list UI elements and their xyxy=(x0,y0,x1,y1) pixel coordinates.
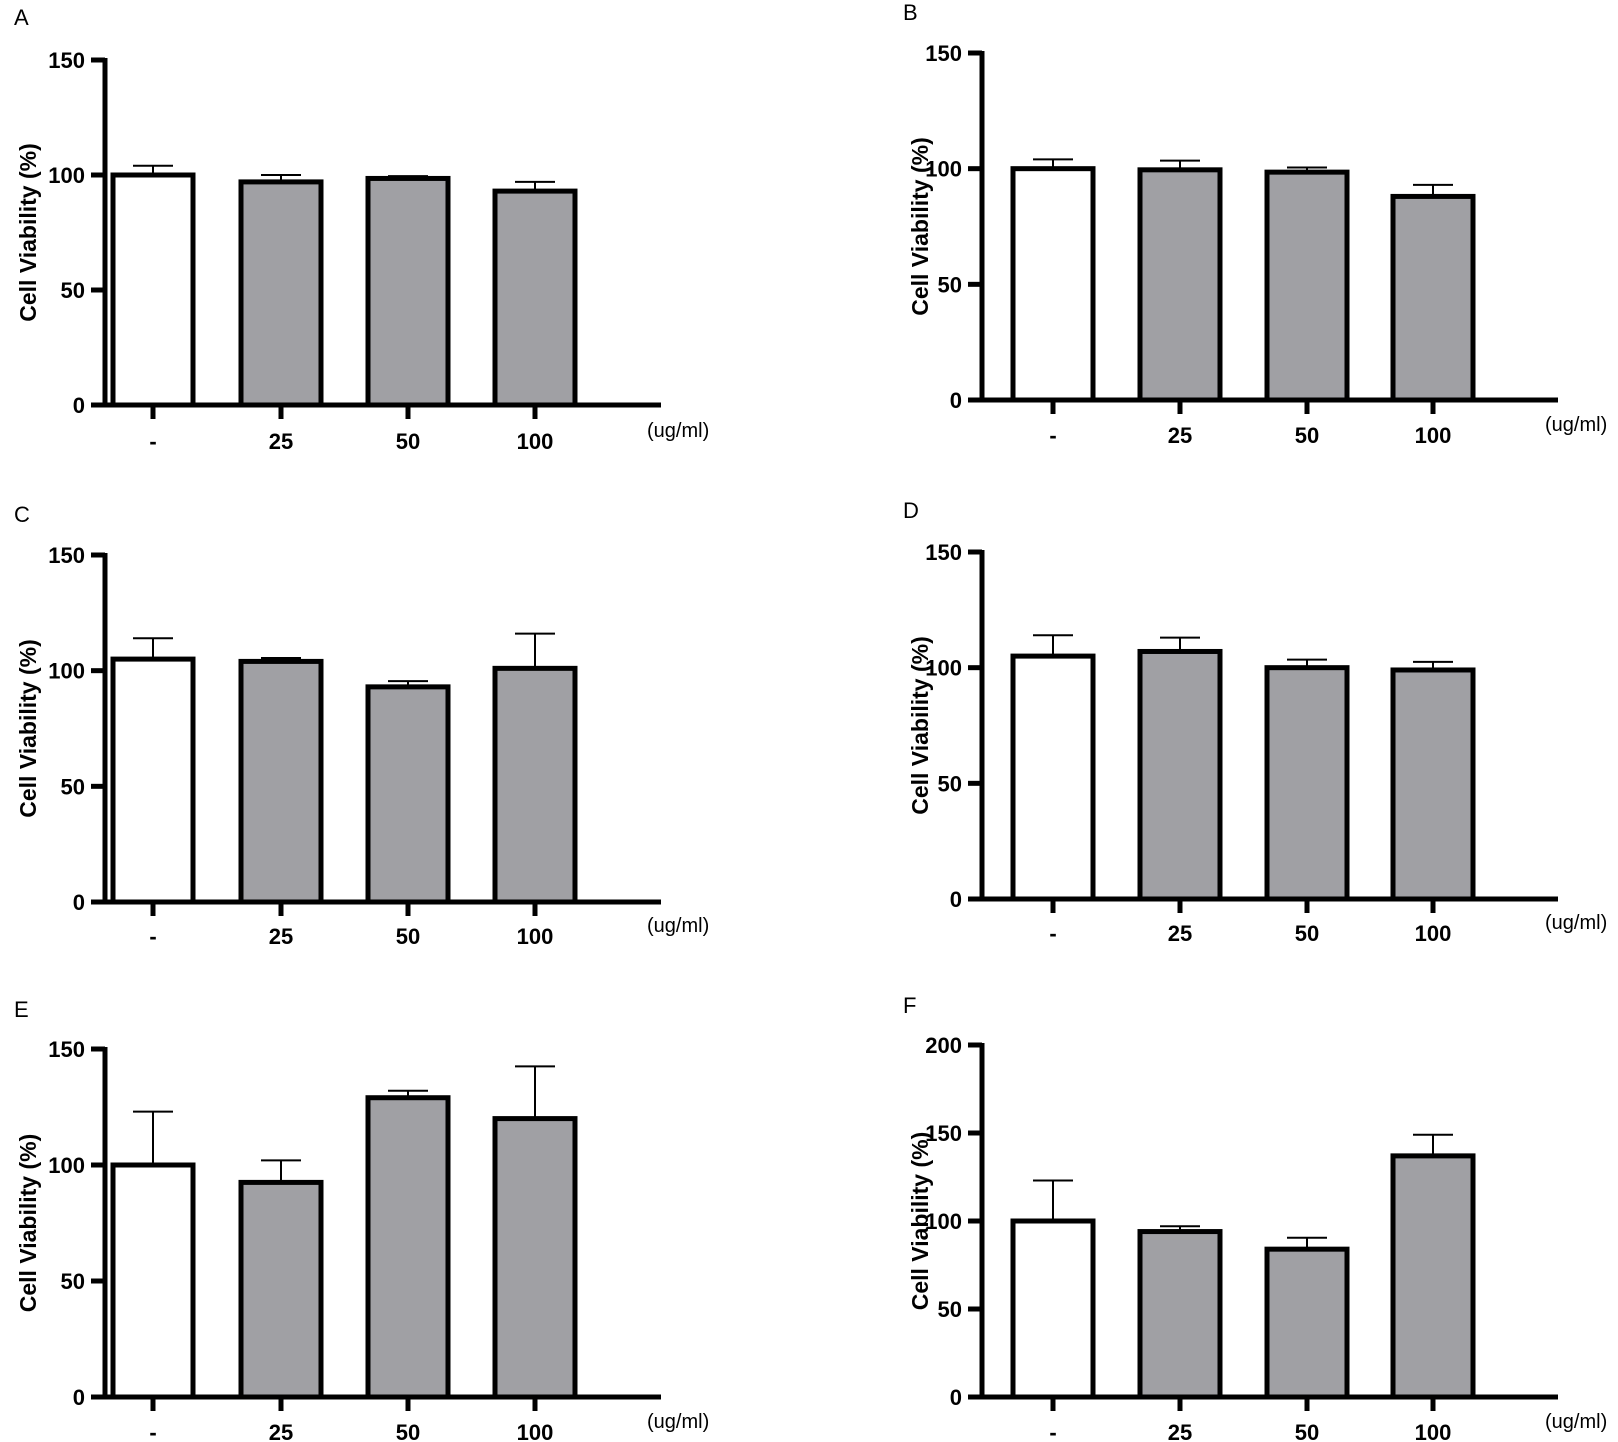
x-tick-label: 25 xyxy=(1168,1420,1192,1442)
bar-control xyxy=(110,172,196,408)
x-tick-label: 50 xyxy=(396,429,420,454)
bar-control xyxy=(1010,1218,1096,1400)
bar-50 xyxy=(365,175,451,408)
y-tick-label: 100 xyxy=(48,163,85,188)
y-tick-label: 50 xyxy=(938,771,962,796)
bar-control xyxy=(110,656,196,905)
x-tick-label: 100 xyxy=(1415,921,1452,946)
x-unit-label: (ug/ml) xyxy=(647,915,709,937)
y-tick-label: 0 xyxy=(950,1385,962,1410)
x-tick-label: 100 xyxy=(517,1420,554,1442)
y-tick-label: 50 xyxy=(938,1297,962,1322)
y-axis-label: Cell Viability (%) xyxy=(907,137,933,316)
chart-panel-e: E Cell Viability (%) 0 50 100 150 - 25 50 100 (ug/… xyxy=(14,997,709,1442)
y-tick-label: 150 xyxy=(925,1121,962,1146)
panel-letter: C xyxy=(14,502,30,527)
panel-letter: E xyxy=(14,997,29,1022)
y-tick-label: 100 xyxy=(925,1209,962,1234)
y-tick-label: 150 xyxy=(48,543,85,568)
bar-100 xyxy=(492,1116,578,1400)
bar-25 xyxy=(1137,167,1223,403)
chart-panel-a: A Cell Viability (%) 0 50 100 150 - 25 50 100 (ug/… xyxy=(14,5,709,454)
x-tick-label: 25 xyxy=(1168,921,1192,946)
y-tick-label: 50 xyxy=(61,1269,85,1294)
panel-letter: A xyxy=(14,5,29,30)
panel-letter: F xyxy=(903,993,916,1018)
x-unit-label: (ug/ml) xyxy=(1545,912,1607,934)
bar-25 xyxy=(238,1179,324,1400)
x-tick-label: 50 xyxy=(1295,921,1319,946)
bar-100 xyxy=(492,188,578,408)
bar-25 xyxy=(238,658,324,905)
y-axis-label: Cell Viability (%) xyxy=(907,1132,933,1311)
x-tick-label: - xyxy=(149,924,156,949)
panel-letter: B xyxy=(903,0,918,25)
bar-control xyxy=(1010,166,1096,403)
y-tick-label: 0 xyxy=(73,1385,85,1410)
y-axis-label: Cell Viability (%) xyxy=(907,636,933,815)
y-tick-label: 0 xyxy=(950,887,962,912)
x-tick-label: 25 xyxy=(269,429,293,454)
bar-25 xyxy=(1137,1229,1223,1400)
y-tick-label: 100 xyxy=(48,1153,85,1178)
y-axis-label: Cell Viability (%) xyxy=(15,1134,41,1313)
x-tick-label: - xyxy=(1049,921,1056,946)
bar-100 xyxy=(492,665,578,905)
x-unit-label: (ug/ml) xyxy=(1545,1411,1607,1433)
y-tick-label: 100 xyxy=(925,656,962,681)
bar-control xyxy=(110,1162,196,1400)
bar-50 xyxy=(365,1095,451,1400)
chart-panel-b: B Cell Viability (%) 0 50 100 150 - 25 50 100 (ug/… xyxy=(903,0,1607,448)
bar-100 xyxy=(1390,1153,1476,1400)
y-axis-label: Cell Viability (%) xyxy=(15,143,41,322)
panel-letter: D xyxy=(903,498,919,523)
bar-control xyxy=(1010,653,1096,902)
y-tick-label: 0 xyxy=(73,393,85,418)
bar-100 xyxy=(1390,667,1476,902)
x-tick-label: 100 xyxy=(517,429,554,454)
y-tick-label: 150 xyxy=(925,41,962,66)
x-unit-label: (ug/ml) xyxy=(647,420,709,442)
x-tick-label: - xyxy=(149,429,156,454)
bar-50 xyxy=(1264,665,1350,902)
x-tick-label: 25 xyxy=(269,1420,293,1442)
y-tick-label: 150 xyxy=(925,540,962,565)
x-tick-label: 50 xyxy=(1295,423,1319,448)
x-tick-label: 25 xyxy=(269,924,293,949)
y-tick-label: 0 xyxy=(950,388,962,413)
y-tick-label: 50 xyxy=(61,774,85,799)
y-tick-label: 50 xyxy=(61,278,85,303)
bar-50 xyxy=(365,684,451,905)
y-tick-label: 0 xyxy=(73,890,85,915)
x-tick-label: - xyxy=(1049,423,1056,448)
x-unit-label: (ug/ml) xyxy=(1545,414,1607,436)
x-tick-label: 50 xyxy=(1295,1420,1319,1442)
bar-50 xyxy=(1264,169,1350,403)
x-tick-label: 25 xyxy=(1168,423,1192,448)
bar-50 xyxy=(1264,1246,1350,1400)
y-tick-label: 150 xyxy=(48,1037,85,1062)
x-tick-label: - xyxy=(1049,1420,1056,1442)
x-tick-label: 50 xyxy=(396,1420,420,1442)
y-axis-label: Cell Viability (%) xyxy=(15,639,41,818)
y-tick-label: 100 xyxy=(48,659,85,684)
x-tick-label: 100 xyxy=(1415,423,1452,448)
x-tick-label: 50 xyxy=(396,924,420,949)
x-tick-label: 100 xyxy=(517,924,554,949)
bar-100 xyxy=(1390,193,1476,403)
chart-panel-d: D Cell Viability (%) 0 50 100 150 - 25 50 100 (ug/… xyxy=(903,498,1607,946)
y-tick-label: 100 xyxy=(925,157,962,182)
y-tick-label: 150 xyxy=(48,48,85,73)
x-tick-label: - xyxy=(149,1420,156,1442)
y-tick-label: 50 xyxy=(938,272,962,297)
x-unit-label: (ug/ml) xyxy=(647,1411,709,1433)
x-tick-label: 100 xyxy=(1415,1420,1452,1442)
chart-panel-f: F Cell Viability (%) 0 50 100 150 200 - 25 50 100 (… xyxy=(903,993,1607,1442)
bar-25 xyxy=(1137,648,1223,902)
chart-panel-c: C Cell Viability (%) 0 50 100 150 - 25 50 100 (ug/… xyxy=(14,502,709,949)
y-tick-label: 200 xyxy=(925,1033,962,1058)
bar-25 xyxy=(238,179,324,408)
